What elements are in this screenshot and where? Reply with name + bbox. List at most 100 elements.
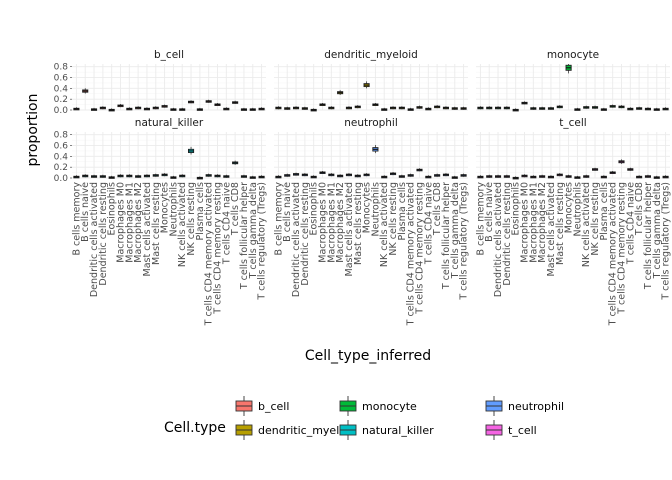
x-tick-label: Neutrophils — [168, 182, 179, 237]
x-tick-label: Dendritic cells activated — [89, 182, 100, 297]
x-tick-label: T cells CD8 — [432, 182, 443, 236]
facet-panel-neutrophil: neutrophil — [274, 117, 468, 179]
x-tick-label: T cells CD8 — [634, 182, 645, 236]
x-tick-label: Monocytes — [362, 182, 373, 233]
y-tick-label: 0.0 — [54, 106, 69, 116]
x-tick-label: T cells follicular helper — [441, 182, 452, 290]
x-tick-label: Dendritic cells resting — [502, 182, 513, 286]
x-tick-label: Mast cells resting — [555, 182, 566, 265]
x-tick-label: Dendritic cells resting — [98, 182, 109, 286]
x-tick-label: B cells naive — [484, 182, 495, 242]
x-tick-label: Macrophages M2 — [133, 182, 144, 263]
x-tick-label: Dendritic cells resting — [300, 182, 311, 286]
legend-item-t_cell: t_cell — [485, 420, 537, 440]
x-tick-label: B cells memory — [273, 182, 284, 256]
x-tick-label: Eosinophils — [309, 182, 320, 236]
x-tick-label: T cells regulatory (Tregs) — [459, 182, 470, 301]
facet-strip-label: natural_killer — [135, 117, 204, 129]
y-tick-label: 0.2 — [54, 163, 68, 173]
legend: Cell.type b_cell dendritic_myeloid monocyt… — [164, 396, 564, 440]
facet-panel-t_cell: t_cell — [476, 117, 670, 180]
x-tick-label: NK cells resting — [186, 182, 197, 256]
x-tick-label: NK cells activated — [581, 182, 592, 267]
x-tick-label: Plasma cells — [599, 182, 610, 241]
facet-strip-label: t_cell — [559, 117, 586, 129]
x-tick-label: NK cells resting — [388, 182, 399, 256]
x-tick-label: Eosinophils — [107, 182, 118, 236]
x-tick-label: T cells regulatory (Tregs) — [257, 182, 268, 301]
x-tick-label: NK cells activated — [177, 182, 188, 267]
x-tick-label: Plasma cells — [195, 182, 206, 241]
x-tick-label: Macrophages M0 — [318, 182, 329, 263]
legend-label: dendritic_myeloid — [258, 424, 356, 437]
x-tick-label: Eosinophils — [511, 182, 522, 236]
x-tick-label: T cells CD4 naive — [221, 182, 232, 265]
legend-label: neutrophil — [508, 400, 564, 413]
y-tick-label: 0.4 — [54, 84, 69, 94]
x-tick-label: Dendritic cells activated — [493, 182, 504, 297]
x-tick-label: Macrophages M0 — [520, 182, 531, 263]
legend-item-dendritic_myeloid: dendritic_myeloid — [235, 420, 356, 440]
facet-strip-label: neutrophil — [344, 117, 398, 129]
legend-item-b_cell: b_cell — [235, 396, 289, 416]
y-tick-label: 0.0 — [54, 174, 69, 184]
y-tick-label: 0.6 — [54, 142, 69, 152]
x-tick-label: T cells CD4 naive — [625, 182, 636, 265]
x-tick-label: T cells regulatory (Tregs) — [661, 182, 672, 301]
x-tick-label: T cells CD4 memory resting — [617, 182, 628, 315]
legend-label: natural_killer — [362, 424, 434, 437]
x-tick-label: T cells CD4 naive — [423, 182, 434, 265]
x-tick-label: T cells gamma delta — [248, 182, 259, 279]
x-tick-label: Mast cells activated — [546, 182, 557, 276]
y-tick-label: 0.4 — [54, 152, 69, 162]
x-tick-label: Macrophages M0 — [116, 182, 127, 263]
y-axis-title: proportion — [25, 94, 41, 167]
x-tick-label: T cells gamma delta — [450, 182, 461, 279]
x-axis-title: Cell_type_inferred — [305, 348, 431, 364]
x-tick-label: Mast cells activated — [344, 182, 355, 276]
legend-label: monocyte — [362, 400, 417, 413]
x-tick-label: B cells naive — [80, 182, 91, 242]
x-tick-label: Mast cells resting — [353, 182, 364, 265]
x-tick-label: Plasma cells — [397, 182, 408, 241]
x-tick-label: T cells CD4 memory activated — [608, 182, 619, 326]
facet-panel-b_cell: b_cell 0.00.20.40.60.8 — [54, 49, 266, 116]
x-tick-label: Macrophages M1 — [124, 182, 135, 263]
x-tick-label: Macrophages M1 — [326, 182, 337, 263]
legend-item-natural_killer: natural_killer — [339, 420, 434, 440]
legend-title: Cell.type — [164, 420, 226, 436]
x-tick-label: Dendritic cells activated — [291, 182, 302, 297]
facet-panel-monocyte: monocyte — [476, 49, 670, 112]
legend-item-neutrophil: neutrophil — [485, 396, 564, 416]
facet-strip-label: b_cell — [154, 49, 184, 61]
legend-label: t_cell — [508, 424, 537, 437]
x-tick-label: NK cells resting — [590, 182, 601, 256]
facet-panel-natural_killer: natural_killer 0.00.20.40.60.8 — [54, 117, 266, 184]
x-tick-label: T cells follicular helper — [643, 182, 654, 290]
y-tick-label: 0.2 — [54, 95, 68, 105]
x-tick-label: Neutrophils — [370, 182, 381, 237]
x-tick-label: B cells memory — [71, 182, 82, 256]
y-tick-label: 0.8 — [54, 131, 69, 141]
x-tick-label: B cells naive — [282, 182, 293, 242]
facet-strip-label: dendritic_myeloid — [324, 49, 418, 61]
legend-item-monocyte: monocyte — [339, 396, 417, 416]
y-tick-label: 0.6 — [54, 74, 69, 84]
x-tick-label: T cells CD4 memory activated — [406, 182, 417, 326]
x-tick-label: NK cells activated — [379, 182, 390, 267]
x-tick-label: T cells CD8 — [230, 182, 241, 236]
x-tick-label: Macrophages M2 — [335, 182, 346, 263]
x-tick-label: T cells follicular helper — [239, 182, 250, 290]
x-tick-label: T cells CD4 memory activated — [204, 182, 215, 326]
x-tick-label: T cells gamma delta — [652, 182, 663, 279]
x-tick-label: Mast cells activated — [142, 182, 153, 276]
legend-label: b_cell — [258, 400, 289, 413]
x-tick-label: B cells memory — [475, 182, 486, 256]
x-tick-label: T cells CD4 memory resting — [415, 182, 426, 315]
facet-panel-dendritic_myeloid: dendritic_myeloid — [274, 49, 468, 112]
y-tick-label: 0.8 — [54, 63, 69, 73]
